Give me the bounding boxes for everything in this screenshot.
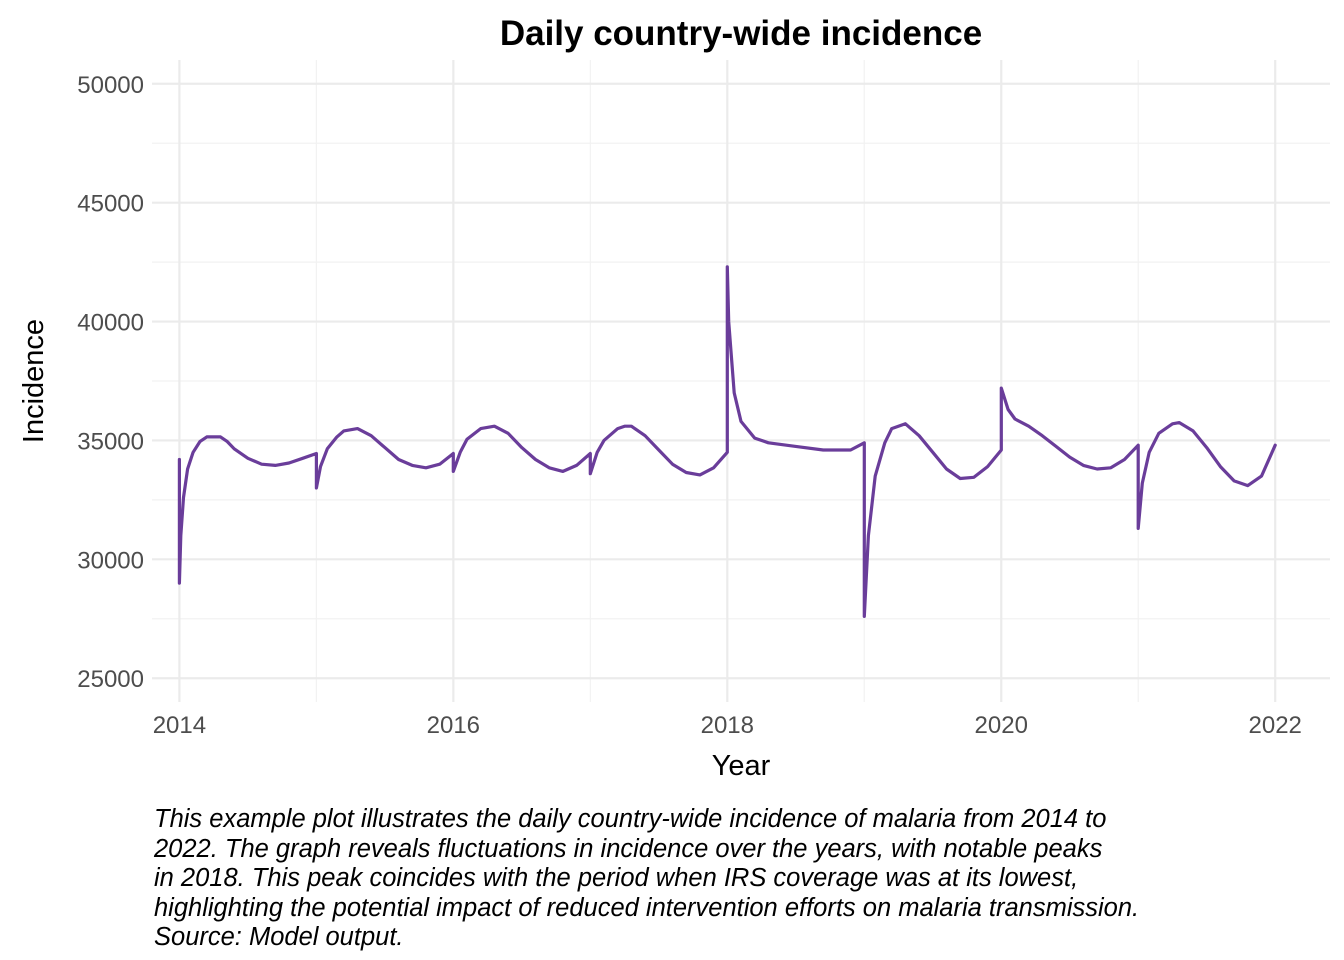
- chart-title: Daily country-wide incidence: [500, 14, 982, 53]
- x-axis-label: Year: [712, 750, 771, 782]
- y-tick-label: 25000: [77, 666, 144, 693]
- y-axis-label: Incidence: [18, 319, 50, 443]
- caption-line: Source: Model output.: [154, 923, 404, 951]
- chart-caption: This example plot illustrates the daily …: [154, 805, 1274, 953]
- x-tick-label: 2018: [701, 712, 754, 739]
- y-tick-label: 35000: [77, 428, 144, 455]
- y-tick-label: 45000: [77, 191, 144, 218]
- major-gridlines: [152, 60, 1330, 702]
- y-tick-label: 30000: [77, 547, 144, 574]
- tick-labels: 2014 2016 2018 2020 2022 25000 30000 35000 40000…: [77, 72, 1302, 739]
- caption-line: in 2018. This peak coincides with the pe…: [154, 864, 1079, 892]
- x-tick-label: 2014: [153, 712, 206, 739]
- caption-line: 2022. The graph reveals fluctuations in …: [154, 834, 1103, 863]
- series-line-layer: [177, 265, 1277, 619]
- x-tick-label: 2022: [1249, 712, 1302, 739]
- incidence-chart: 2014 2016 2018 2020 2022 25000 30000 35000 40000…: [18, 14, 1330, 782]
- caption-line: highlighting the potential impact of red…: [154, 893, 1140, 922]
- y-tick-label: 40000: [77, 310, 144, 337]
- x-tick-label: 2016: [427, 712, 480, 739]
- minor-gridlines: [152, 60, 1330, 702]
- incidence-series-line: [177, 265, 1277, 619]
- x-tick-label: 2020: [975, 712, 1028, 739]
- y-tick-label: 50000: [77, 72, 144, 99]
- caption-line: This example plot illustrates the daily …: [154, 805, 1107, 833]
